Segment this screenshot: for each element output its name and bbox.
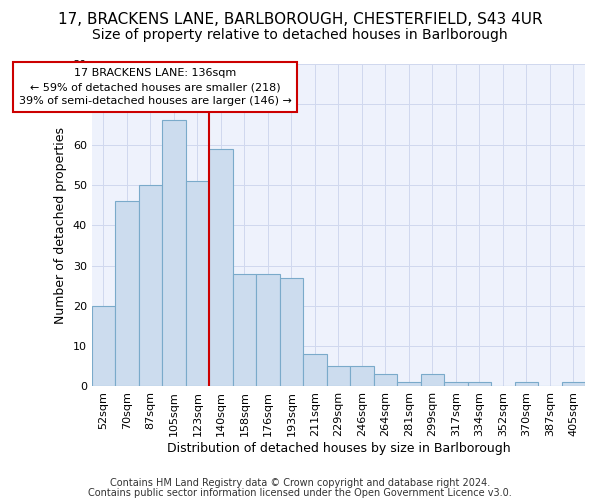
- Bar: [397, 382, 421, 386]
- Text: Contains HM Land Registry data © Crown copyright and database right 2024.: Contains HM Land Registry data © Crown c…: [110, 478, 490, 488]
- Bar: [233, 274, 256, 386]
- X-axis label: Distribution of detached houses by size in Barlborough: Distribution of detached houses by size …: [167, 442, 510, 455]
- Bar: [444, 382, 467, 386]
- Text: 17 BRACKENS LANE: 136sqm
← 59% of detached houses are smaller (218)
39% of semi-: 17 BRACKENS LANE: 136sqm ← 59% of detach…: [19, 68, 292, 106]
- Bar: [374, 374, 397, 386]
- Bar: [185, 181, 209, 386]
- Bar: [515, 382, 538, 386]
- Bar: [139, 185, 162, 386]
- Bar: [467, 382, 491, 386]
- Bar: [326, 366, 350, 386]
- Bar: [209, 148, 233, 386]
- Y-axis label: Number of detached properties: Number of detached properties: [54, 126, 67, 324]
- Text: Contains public sector information licensed under the Open Government Licence v3: Contains public sector information licen…: [88, 488, 512, 498]
- Bar: [303, 354, 326, 386]
- Bar: [256, 274, 280, 386]
- Bar: [421, 374, 444, 386]
- Bar: [92, 306, 115, 386]
- Text: 17, BRACKENS LANE, BARLBOROUGH, CHESTERFIELD, S43 4UR: 17, BRACKENS LANE, BARLBOROUGH, CHESTERF…: [58, 12, 542, 28]
- Bar: [562, 382, 585, 386]
- Bar: [162, 120, 185, 386]
- Bar: [280, 278, 303, 386]
- Text: Size of property relative to detached houses in Barlborough: Size of property relative to detached ho…: [92, 28, 508, 42]
- Bar: [350, 366, 374, 386]
- Bar: [115, 201, 139, 386]
